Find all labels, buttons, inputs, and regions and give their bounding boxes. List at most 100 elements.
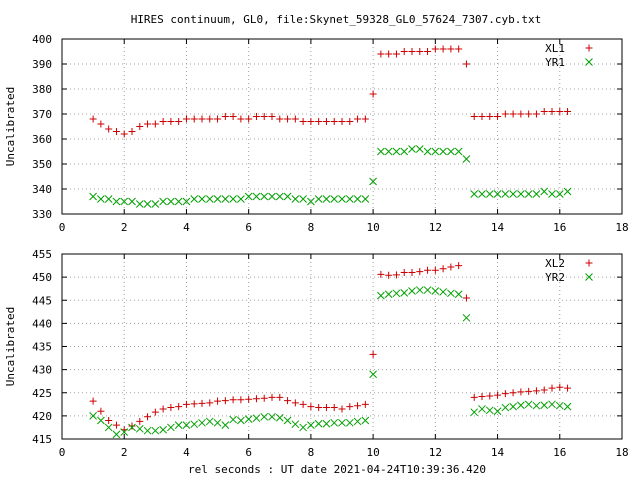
data-point-yr2	[167, 423, 175, 432]
data-point-yr1	[555, 190, 564, 198]
data-point-yr1	[174, 197, 183, 206]
data-point-yr2	[89, 412, 97, 420]
data-point-yr1	[275, 192, 284, 201]
y-tick-label: 330	[32, 208, 52, 221]
legend-label: YR1	[545, 56, 565, 69]
data-point-yr1	[540, 187, 549, 196]
data-point-xl1	[517, 110, 525, 118]
data-point-xl1	[112, 128, 120, 135]
data-point-xl2	[229, 396, 237, 404]
data-point-xl1	[532, 110, 540, 118]
x-tick-label: 0	[59, 446, 66, 459]
x-tick-label: 4	[183, 221, 190, 234]
data-point-yr1	[532, 190, 541, 198]
data-point-xl1	[494, 113, 502, 120]
data-point-yr2	[143, 426, 152, 435]
data-point-xl2	[338, 405, 346, 413]
data-point-yr1	[353, 195, 362, 203]
data-point-yr2	[338, 418, 346, 427]
data-point-xl2	[97, 407, 105, 415]
data-point-xl2	[221, 397, 229, 405]
data-point-xl2	[167, 404, 175, 412]
data-point-xl1	[252, 113, 260, 120]
data-point-yr1	[478, 190, 486, 198]
data-point-xl2	[237, 396, 245, 404]
data-point-xl1	[377, 50, 385, 58]
data-point-xl2	[540, 386, 548, 394]
data-point-xl2	[494, 391, 502, 399]
data-point-xl2	[509, 389, 517, 397]
y-tick-label: 420	[32, 410, 52, 423]
data-point-yr1	[307, 197, 315, 206]
data-point-yr1	[493, 190, 502, 198]
data-point-xl2	[128, 422, 136, 430]
data-point-xl1	[400, 48, 408, 55]
data-point-yr2	[159, 425, 167, 434]
data-point-yr1	[143, 200, 152, 208]
data-point-yr2	[221, 421, 230, 429]
y-tick-label: 400	[32, 33, 52, 46]
x-tick-label: 14	[491, 221, 505, 234]
x-tick-label: 18	[615, 446, 628, 459]
data-point-yr1	[213, 195, 222, 203]
data-point-yr2	[524, 400, 533, 409]
data-point-xl2	[252, 395, 260, 403]
data-point-yr2	[415, 286, 424, 294]
data-point-yr1	[299, 195, 307, 203]
data-point-xl1	[284, 115, 292, 123]
data-point-xl2	[447, 263, 455, 271]
data-point-yr2	[322, 419, 331, 428]
data-point-yr2	[299, 423, 307, 432]
data-point-xl1	[182, 115, 190, 123]
y-tick-label: 445	[32, 294, 52, 307]
data-point-xl1	[144, 120, 152, 128]
data-point-xl1	[564, 108, 572, 115]
data-point-xl2	[284, 397, 292, 405]
data-point-xl1	[509, 110, 517, 118]
y-tick-label: 435	[32, 341, 52, 354]
data-point-yr2	[283, 416, 292, 425]
data-point-yr1	[89, 192, 97, 201]
data-point-xl2	[198, 399, 206, 407]
data-point-yr1	[283, 192, 292, 201]
data-point-xl2	[89, 397, 97, 405]
y-tick-label: 370	[32, 108, 52, 121]
y-tick-label: 390	[32, 58, 52, 71]
data-point-yr2	[369, 370, 377, 379]
chart-title: HIRES continuum, GL0, file:Skynet_59328_…	[131, 13, 542, 26]
x-tick-label: 2	[121, 221, 128, 234]
data-point-yr2	[423, 286, 432, 294]
data-point-xl2	[517, 388, 525, 396]
data-point-yr1	[182, 197, 191, 206]
data-point-yr1	[322, 195, 331, 203]
data-point-yr2	[361, 416, 370, 425]
data-point-xl1	[268, 113, 276, 120]
data-point-xl1	[245, 115, 253, 123]
x-tick-label: 12	[429, 221, 442, 234]
data-point-xl2	[307, 403, 315, 411]
data-point-xl2	[291, 399, 299, 407]
data-point-yr1	[392, 147, 401, 156]
data-point-xl1	[369, 90, 377, 98]
data-point-xl1	[299, 118, 307, 125]
data-point-yr2	[532, 401, 541, 410]
data-point-xl1	[151, 120, 159, 128]
data-point-yr2	[182, 421, 191, 429]
data-point-xl1	[159, 118, 167, 125]
data-point-yr1	[415, 145, 424, 153]
data-point-yr2	[439, 288, 447, 296]
data-point-xl2	[136, 417, 144, 425]
data-point-yr1	[345, 195, 354, 203]
data-point-yr2	[345, 418, 354, 427]
data-point-yr1	[135, 200, 144, 208]
data-point-yr1	[369, 177, 377, 186]
data-point-yr1	[509, 190, 517, 198]
data-point-yr1	[400, 147, 409, 156]
data-point-xl1	[229, 113, 237, 120]
x-tick-label: 8	[308, 221, 315, 234]
data-point-yr1	[501, 190, 510, 198]
data-point-xl2	[556, 383, 564, 391]
data-point-yr1	[237, 195, 245, 203]
data-point-yr2	[213, 418, 222, 427]
data-point-xl2	[377, 270, 385, 278]
